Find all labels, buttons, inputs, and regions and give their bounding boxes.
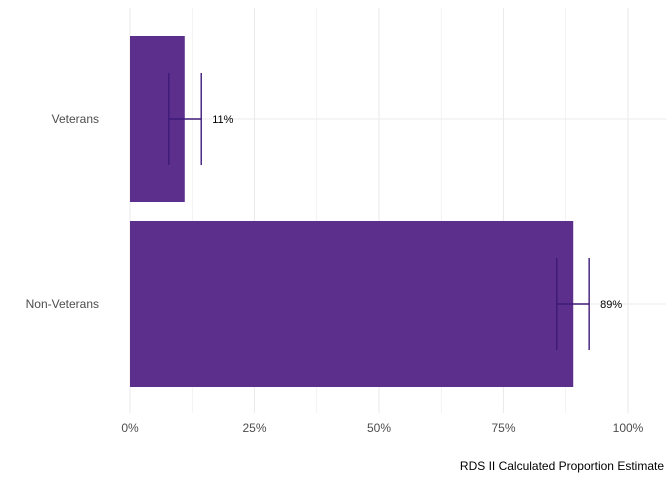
bar-layer — [130, 36, 574, 387]
x-axis-title: RDS II Calculated Proportion Estimate — [460, 459, 664, 473]
axis-layer: Veterans Non-Veterans 0% 25% 50% 75% 100% — [26, 112, 644, 435]
label-layer: 11% 89% — [212, 114, 622, 311]
x-tick-label: 75% — [491, 421, 515, 435]
error-layer — [168, 73, 590, 350]
data-label: 11% — [212, 114, 233, 126]
x-tick-label: 0% — [121, 421, 139, 435]
bar — [130, 221, 574, 387]
x-tick-label: 25% — [242, 421, 266, 435]
y-tick-label: Veterans — [52, 112, 99, 126]
y-tick-label: Non-Veterans — [26, 297, 99, 311]
x-tick-label: 100% — [613, 421, 644, 435]
data-label: 89% — [600, 299, 622, 311]
x-tick-label: 50% — [367, 421, 391, 435]
